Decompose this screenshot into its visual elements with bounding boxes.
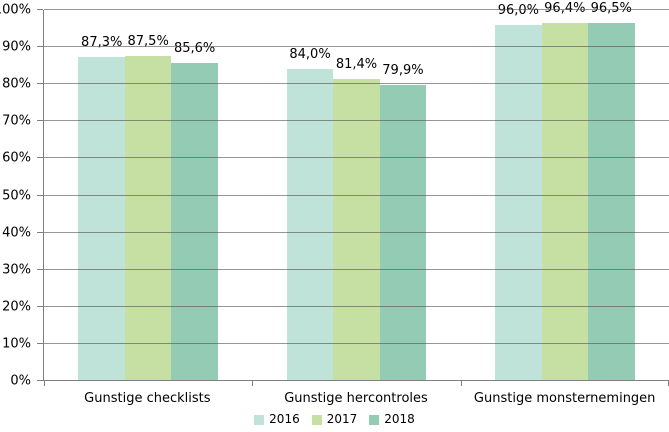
y-axis-tick	[37, 194, 43, 196]
y-axis-tick	[37, 83, 43, 85]
legend-swatch-icon	[369, 414, 380, 425]
bar-group-3: 96,0% 96,4% 96,5%	[461, 1, 669, 381]
y-axis-label: 30%	[2, 262, 31, 278]
legend-item-2016: 2016	[254, 413, 300, 426]
y-axis-label: 70%	[2, 113, 31, 129]
y-axis-tick	[37, 380, 43, 381]
bar-group-1: 87,3% 87,5% 85,6%	[44, 10, 252, 381]
legend-swatch-icon	[254, 414, 265, 425]
data-label: 96,4%	[544, 1, 586, 17]
bar-2017-1: 87,5%	[124, 34, 172, 381]
data-label: 87,3%	[81, 35, 123, 51]
legend-label: 2016	[269, 412, 300, 426]
bar-2018-2: 79,9%	[379, 63, 427, 381]
data-label: 79,9%	[382, 62, 424, 78]
data-label: 84,0%	[289, 47, 331, 63]
y-axis-tick	[37, 231, 43, 233]
plot-area: 0% 10% 20% 30% 40% 50% 60% 70% 80% 90% 100% 87,3%87…	[0, 1, 669, 388]
y-axis-label: 40%	[2, 225, 31, 241]
bar-2016-3: 96,0%	[495, 3, 542, 381]
category-label-3: Gunstige monsternemingen	[473, 391, 656, 406]
legend-label: 2017	[326, 412, 358, 426]
x-axis-tick	[460, 381, 462, 386]
category-label-2: Gunstige hercontroles	[284, 391, 428, 406]
bar-2018-1: 85,6%	[171, 41, 218, 381]
y-axis-label: 80%	[2, 76, 31, 92]
bar-2017-2: 81,4%	[333, 57, 380, 381]
data-label: 85,6%	[173, 41, 216, 57]
y-axis-tick	[37, 342, 43, 344]
y-axis-tick	[37, 46, 43, 48]
y-axis-tick	[37, 157, 43, 159]
y-axis-label: 60%	[2, 150, 31, 166]
data-label: 96,5%	[590, 1, 632, 16]
legend: 2016 2017 2018	[0, 413, 669, 426]
y-axis-tick	[37, 9, 43, 10]
y-axis-label: 0%	[10, 373, 31, 389]
data-label: 87,5%	[127, 34, 169, 50]
category-label-1: Gunstige checklists	[84, 391, 211, 406]
bar-group-2: 84,0% 81,4% 79,9%	[252, 10, 460, 381]
y-axis-tick	[37, 120, 43, 122]
bar-2016-1: 87,3%	[78, 35, 125, 381]
y-axis-label: 50%	[2, 188, 31, 203]
data-label: 96,0%	[497, 2, 540, 18]
x-axis-tick	[252, 381, 254, 386]
y-axis-label: 100%	[0, 2, 31, 18]
y-axis-label: 20%	[2, 299, 31, 315]
legend-item-2017: 2017	[311, 412, 358, 426]
y-axis-label: 10%	[2, 336, 31, 352]
legend-label: 2018	[384, 412, 415, 426]
y-axis-label: 90%	[2, 39, 31, 55]
category-axis: Gunstige checklists Gunstige hercontroles…	[43, 391, 669, 406]
bar-2017-3: 96,4%	[541, 1, 589, 381]
legend-swatch-icon	[311, 414, 322, 425]
x-axis-line	[44, 380, 669, 381]
bar-2018-3: 96,5%	[588, 1, 635, 381]
x-axis-tick	[44, 381, 45, 386]
y-axis-tick	[37, 268, 43, 270]
y-axis-tick	[37, 305, 43, 307]
legend-item-2018: 2018	[369, 413, 415, 426]
bar-2016-2: 84,0%	[286, 47, 334, 381]
data-label: 81,4%	[335, 57, 378, 73]
